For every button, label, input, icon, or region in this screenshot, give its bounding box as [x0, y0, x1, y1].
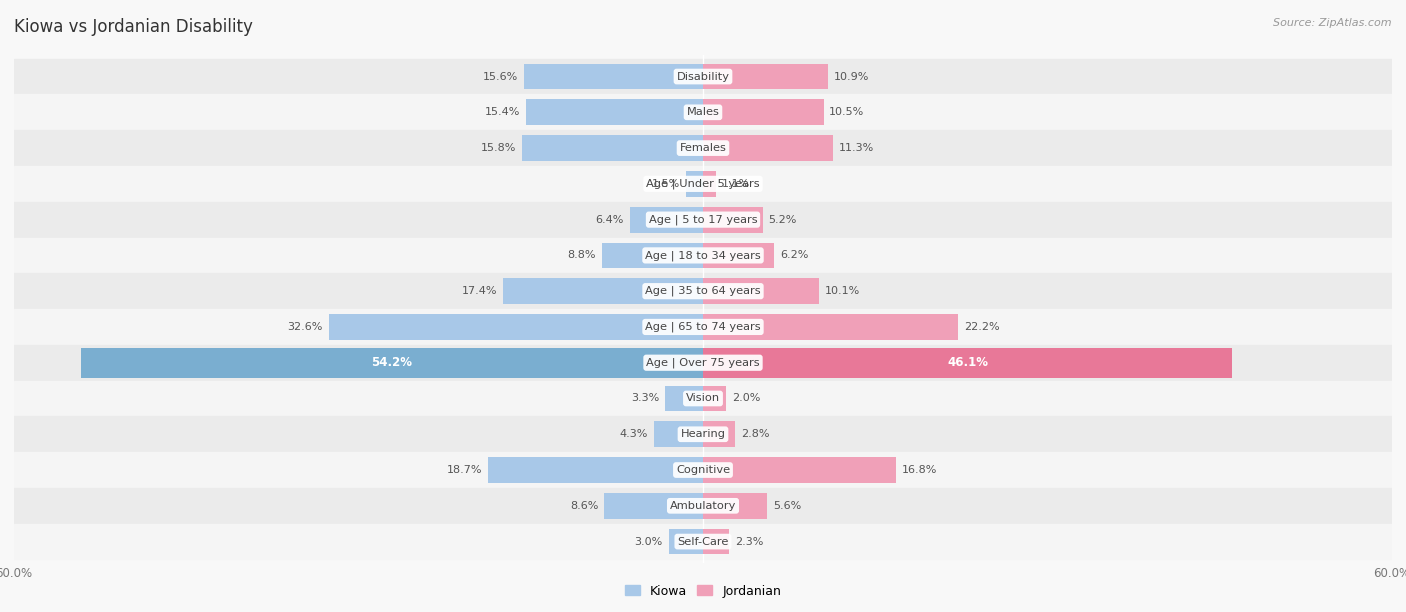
Bar	[329, 314, 703, 340]
Bar	[654, 422, 703, 447]
Text: 1.5%: 1.5%	[652, 179, 681, 189]
Bar	[14, 381, 1392, 416]
Text: Hearing: Hearing	[681, 429, 725, 439]
Bar	[686, 171, 703, 196]
Bar	[14, 130, 1392, 166]
Text: 3.3%: 3.3%	[631, 394, 659, 403]
Text: 8.8%: 8.8%	[568, 250, 596, 260]
Text: Ambulatory: Ambulatory	[669, 501, 737, 511]
Bar	[14, 237, 1392, 274]
Text: Age | 5 to 17 years: Age | 5 to 17 years	[648, 214, 758, 225]
Text: 17.4%: 17.4%	[463, 286, 498, 296]
Bar	[703, 278, 818, 304]
Bar	[14, 345, 1392, 381]
Bar	[703, 314, 957, 340]
Bar	[524, 64, 703, 89]
Bar	[14, 309, 1392, 345]
Text: Age | 65 to 74 years: Age | 65 to 74 years	[645, 322, 761, 332]
Bar	[602, 242, 703, 268]
Text: 16.8%: 16.8%	[901, 465, 936, 475]
Text: Females: Females	[679, 143, 727, 153]
Text: Cognitive: Cognitive	[676, 465, 730, 475]
Bar	[665, 386, 703, 411]
Text: 8.6%: 8.6%	[571, 501, 599, 511]
Bar	[14, 94, 1392, 130]
Text: 3.0%: 3.0%	[634, 537, 662, 547]
Text: 2.3%: 2.3%	[735, 537, 763, 547]
Text: 32.6%: 32.6%	[288, 322, 323, 332]
Bar	[703, 457, 896, 483]
Text: Age | Under 5 years: Age | Under 5 years	[647, 179, 759, 189]
Bar	[522, 135, 703, 161]
Text: 54.2%: 54.2%	[371, 356, 412, 369]
Text: Self-Care: Self-Care	[678, 537, 728, 547]
Bar	[14, 524, 1392, 559]
Text: 10.1%: 10.1%	[825, 286, 860, 296]
Bar	[14, 59, 1392, 94]
Legend: Kiowa, Jordanian: Kiowa, Jordanian	[620, 580, 786, 602]
Text: Disability: Disability	[676, 72, 730, 81]
Text: 11.3%: 11.3%	[838, 143, 873, 153]
Text: 5.6%: 5.6%	[773, 501, 801, 511]
Bar	[14, 166, 1392, 202]
Bar	[703, 529, 730, 554]
Text: 15.4%: 15.4%	[485, 107, 520, 118]
Text: 46.1%: 46.1%	[948, 356, 988, 369]
Bar	[703, 386, 725, 411]
Text: 6.4%: 6.4%	[595, 215, 624, 225]
Text: Age | 18 to 34 years: Age | 18 to 34 years	[645, 250, 761, 261]
Bar	[703, 64, 828, 89]
Bar	[14, 274, 1392, 309]
Text: 1.1%: 1.1%	[721, 179, 749, 189]
Text: Vision: Vision	[686, 394, 720, 403]
Bar	[14, 488, 1392, 524]
Text: 10.9%: 10.9%	[834, 72, 869, 81]
Text: 5.2%: 5.2%	[769, 215, 797, 225]
Text: 2.8%: 2.8%	[741, 429, 769, 439]
Bar	[703, 207, 762, 233]
Text: 15.8%: 15.8%	[481, 143, 516, 153]
Bar	[703, 99, 824, 125]
Bar	[488, 457, 703, 483]
Bar	[703, 348, 1232, 378]
Bar	[605, 493, 703, 519]
Text: 10.5%: 10.5%	[830, 107, 865, 118]
Bar	[703, 242, 775, 268]
Text: 15.6%: 15.6%	[482, 72, 519, 81]
Bar	[14, 416, 1392, 452]
Bar	[14, 202, 1392, 237]
Bar	[703, 493, 768, 519]
Bar	[703, 422, 735, 447]
Bar	[14, 452, 1392, 488]
Text: Kiowa vs Jordanian Disability: Kiowa vs Jordanian Disability	[14, 18, 253, 36]
Text: 2.0%: 2.0%	[731, 394, 761, 403]
Text: 6.2%: 6.2%	[780, 250, 808, 260]
Text: 22.2%: 22.2%	[963, 322, 1000, 332]
Text: Age | 35 to 64 years: Age | 35 to 64 years	[645, 286, 761, 296]
Bar	[503, 278, 703, 304]
Bar	[526, 99, 703, 125]
Bar	[703, 171, 716, 196]
Bar	[80, 348, 703, 378]
Text: Source: ZipAtlas.com: Source: ZipAtlas.com	[1274, 18, 1392, 28]
Bar	[630, 207, 703, 233]
Bar	[703, 135, 832, 161]
Text: 4.3%: 4.3%	[620, 429, 648, 439]
Text: Age | Over 75 years: Age | Over 75 years	[647, 357, 759, 368]
Text: 18.7%: 18.7%	[447, 465, 482, 475]
Text: Males: Males	[686, 107, 720, 118]
Bar	[669, 529, 703, 554]
